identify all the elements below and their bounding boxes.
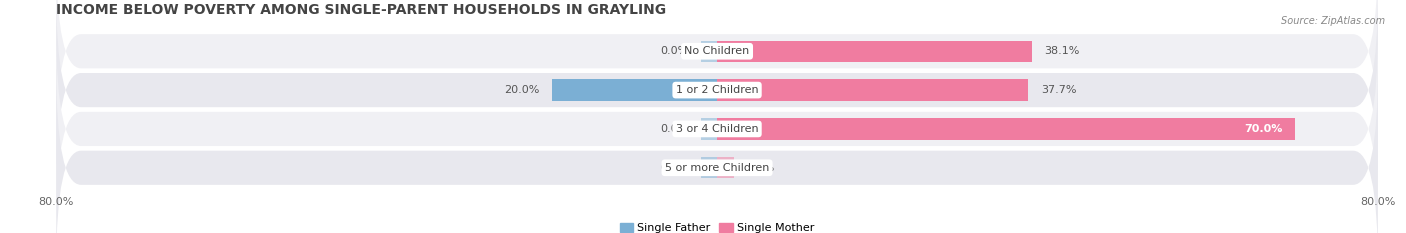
Text: 0.0%: 0.0% <box>659 124 688 134</box>
Bar <box>717 157 734 178</box>
Text: 37.7%: 37.7% <box>1040 85 1077 95</box>
Bar <box>700 41 717 62</box>
Bar <box>551 79 717 101</box>
Text: 1 or 2 Children: 1 or 2 Children <box>676 85 758 95</box>
Text: No Children: No Children <box>685 46 749 56</box>
Bar <box>717 41 1032 62</box>
Text: 0.0%: 0.0% <box>659 163 688 173</box>
FancyBboxPatch shape <box>56 0 1378 189</box>
Text: 0.0%: 0.0% <box>747 163 775 173</box>
Legend: Single Father, Single Mother: Single Father, Single Mother <box>614 218 820 233</box>
Bar <box>717 79 1028 101</box>
Text: INCOME BELOW POVERTY AMONG SINGLE-PARENT HOUSEHOLDS IN GRAYLING: INCOME BELOW POVERTY AMONG SINGLE-PARENT… <box>56 3 666 17</box>
Text: 0.0%: 0.0% <box>659 46 688 56</box>
Text: 5 or more Children: 5 or more Children <box>665 163 769 173</box>
Bar <box>700 157 717 178</box>
FancyBboxPatch shape <box>56 30 1378 228</box>
Text: 70.0%: 70.0% <box>1244 124 1282 134</box>
Bar <box>700 118 717 140</box>
Text: 38.1%: 38.1% <box>1045 46 1080 56</box>
FancyBboxPatch shape <box>56 68 1378 233</box>
Bar <box>717 118 1295 140</box>
Text: Source: ZipAtlas.com: Source: ZipAtlas.com <box>1281 16 1385 26</box>
Text: 3 or 4 Children: 3 or 4 Children <box>676 124 758 134</box>
Text: 20.0%: 20.0% <box>505 85 540 95</box>
FancyBboxPatch shape <box>56 0 1378 151</box>
